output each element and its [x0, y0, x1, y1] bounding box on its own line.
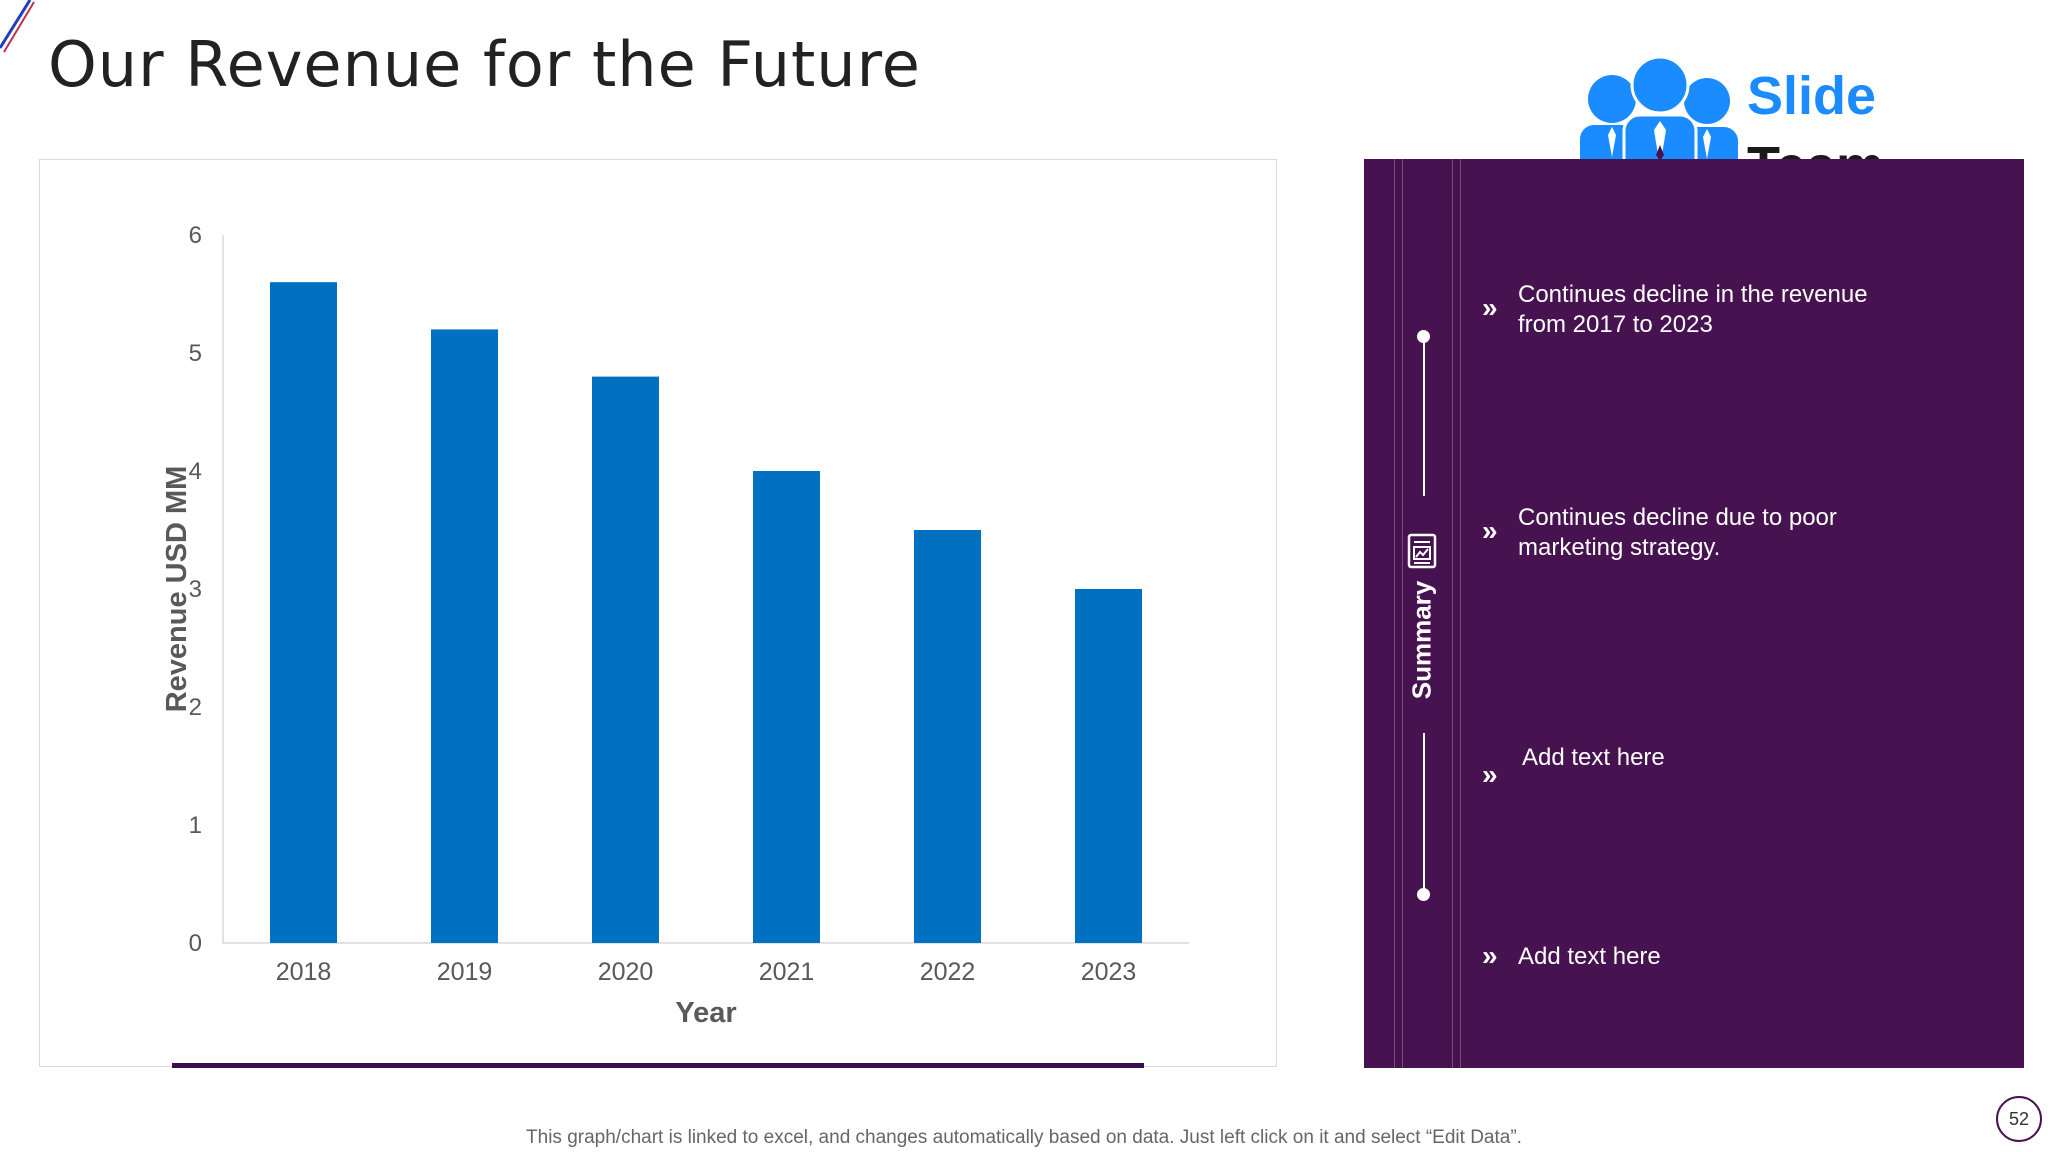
double-chevron-right-icon: »	[1482, 292, 1498, 323]
bullet-text: Add text here	[1522, 744, 1665, 771]
x-tick-label: 2018	[276, 958, 332, 986]
panel-stripe	[1460, 159, 1461, 1068]
logo-text-slide: Slide	[1747, 66, 1877, 126]
summary-label: Summary	[1406, 580, 1437, 700]
bar	[914, 530, 981, 943]
footnote: This graph/chart is linked to excel, and…	[526, 1127, 1522, 1148]
chart-container: 0 1 2 3 4 5 6 2018 2019 2020 2021 2022 2023 Year Reven…	[39, 159, 1277, 1067]
y-tick-label: 2	[189, 694, 202, 721]
report-icon	[1407, 533, 1437, 569]
timeline-line-top	[1423, 336, 1425, 496]
bar	[592, 376, 659, 944]
bullet-text: Add text here	[1518, 943, 1661, 970]
x-tick-label: 2019	[437, 958, 493, 986]
x-axis-title: Year	[675, 997, 736, 1029]
y-tick-label: 0	[189, 930, 202, 957]
panel-stripe	[1394, 159, 1395, 1068]
page-number: 52	[1996, 1096, 2042, 1142]
y-tick-label: 6	[189, 222, 202, 249]
x-tick-label: 2022	[920, 958, 976, 986]
summary-panel	[1364, 159, 2024, 1068]
y-tick-label: 4	[189, 458, 202, 485]
x-tick-label: 2020	[598, 958, 654, 986]
y-tick-label: 5	[189, 340, 202, 367]
timeline-line-bottom	[1423, 733, 1425, 893]
bullet-text: Continues decline due to poor marketing …	[1518, 504, 1837, 561]
timeline-dot-top	[1417, 330, 1430, 343]
timeline-dot-bottom	[1417, 888, 1430, 901]
bar	[1075, 589, 1142, 943]
bullet-text: Continues decline in the revenue from 20…	[1518, 281, 1868, 338]
y-tick-label: 3	[189, 576, 202, 603]
bar	[753, 471, 820, 943]
y-axis-title: Revenue USD MM	[161, 466, 193, 713]
bar	[270, 282, 337, 943]
bar	[431, 329, 498, 943]
chart-accent-line	[172, 1063, 1144, 1068]
double-chevron-right-icon: »	[1482, 759, 1498, 790]
panel-stripe	[1452, 159, 1453, 1068]
double-chevron-right-icon: »	[1482, 515, 1498, 546]
y-tick-label: 1	[189, 812, 202, 839]
x-tick-label: 2023	[1081, 958, 1137, 986]
corner-decoration	[0, 0, 35, 53]
double-chevron-right-icon: »	[1482, 940, 1498, 971]
bar-chart: 0 1 2 3 4 5 6 2018 2019 2020 2021 2022 2023 Year Reven…	[161, 222, 1189, 1029]
panel-stripe	[1402, 159, 1403, 1068]
page-title: Our Revenue for the Future	[48, 28, 921, 101]
x-tick-label: 2021	[759, 958, 815, 986]
